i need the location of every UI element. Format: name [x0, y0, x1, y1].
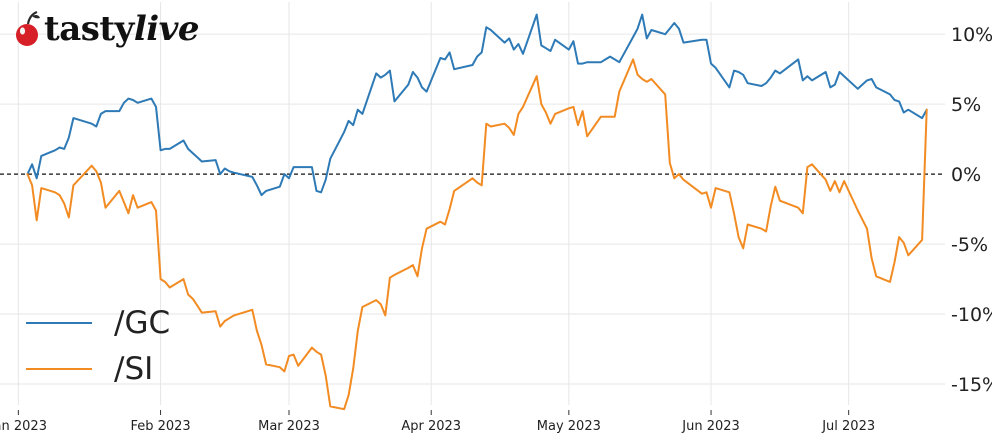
legend-item-si: /SI	[26, 346, 170, 392]
x-tick-label: Jul 2023	[821, 419, 875, 434]
x-tick-label: Apr 2023	[401, 419, 461, 434]
y-tick-label: 5%	[951, 94, 981, 116]
legend-label-si: /SI	[114, 351, 154, 387]
y-tick-label: -15%	[951, 374, 992, 396]
cherry-icon	[16, 10, 40, 46]
x-tick-label: Jan 2023	[0, 419, 47, 434]
y-tick-label: 0%	[951, 164, 981, 186]
y-tick-label: -10%	[951, 304, 992, 326]
x-tick-label: Feb 2023	[130, 419, 190, 434]
legend-swatch-gc	[26, 322, 92, 324]
legend-item-gc: /GC	[26, 300, 170, 346]
logo-text-tasty: tasty	[44, 9, 134, 49]
logo-wordmark: tastylive	[44, 9, 200, 49]
x-tick-label: Mar 2023	[258, 419, 320, 434]
y-axis-ticks: 10% 5% 0% -5% -10% -15%	[951, 24, 992, 396]
x-tick-label: May 2023	[537, 419, 601, 434]
chart-legend: /GC /SI	[26, 300, 170, 392]
y-tick-label: -5%	[951, 234, 988, 256]
legend-swatch-si	[26, 368, 92, 370]
series-line-gc	[26, 13, 928, 197]
logo-text-live: live	[133, 9, 200, 49]
series-lines	[26, 13, 928, 411]
brand-logo: tastylive	[12, 9, 200, 49]
y-tick-label: 10%	[951, 24, 992, 46]
series-line-si	[26, 58, 928, 411]
x-tick-label: Jun 2023	[681, 419, 740, 434]
legend-label-gc: /GC	[114, 305, 171, 341]
x-axis-ticks: Jan 2023 Feb 2023 Mar 2023 Apr 2023 May 2023…	[0, 410, 875, 434]
